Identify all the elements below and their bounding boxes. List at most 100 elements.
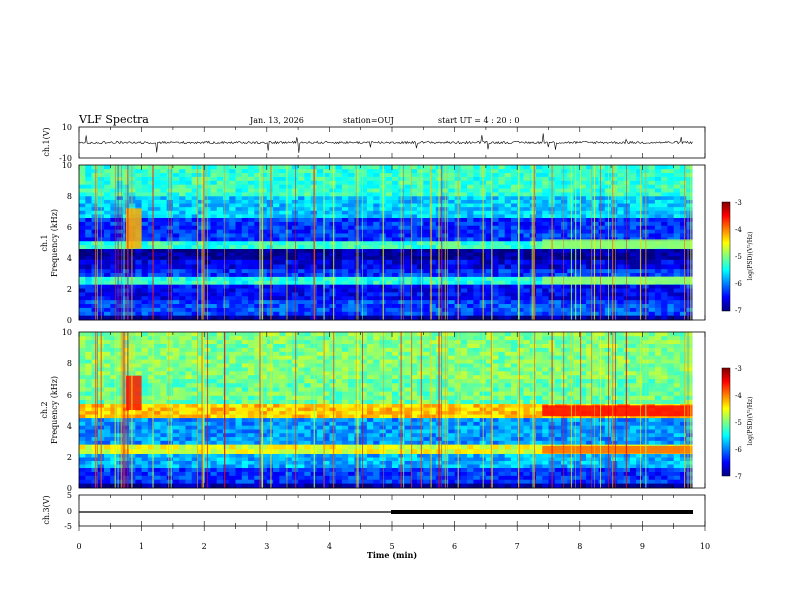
spectrogram-cell [611,210,618,215]
spectrogram-cell [316,248,324,253]
spectrogram-cell [460,192,468,197]
spectrogram-cell [404,225,412,230]
spectrogram-cell [617,248,624,253]
spectrogram-cell [567,272,574,277]
spectrogram-cell [423,188,430,193]
spectrogram-cell [535,248,543,253]
spectrogram-cell [235,292,243,297]
spectrogram-cell [197,311,205,316]
spectrogram-cell [329,299,336,305]
spectrogram-cell [485,168,493,174]
spectrogram-cell [617,259,624,265]
spectrogram-cell [360,203,368,208]
spectrogram-cell [586,268,593,274]
spectrogram-cell [423,467,430,472]
spectrogram-cell [604,299,612,305]
spectrogram-cell [254,284,261,289]
spectrogram-cell [586,196,593,200]
spectrogram-cell [579,217,587,222]
spectrogram-cell [579,180,587,185]
spectrogram-cell [504,180,512,185]
spectrogram-cell [241,272,249,277]
spectrogram-cell [460,259,468,265]
spectrogram-cell [254,176,261,181]
ch1-ytick-2: 2 [67,285,72,294]
spectrogram-cell [185,203,192,208]
spectrogram-cell [417,255,424,260]
spectrogram-cell [485,199,493,204]
spectrogram-cell [604,210,612,215]
spectrogram-cell [554,165,562,170]
spectrogram-cell [279,196,286,200]
spectrogram-cell [554,217,562,222]
spectrogram-cell [392,475,399,480]
spectrogram-cell [191,192,199,197]
spectrogram-cell [573,284,581,289]
spectrogram-cell [179,457,186,461]
spectrogram-cell [316,457,324,461]
spectrogram-cell [517,214,524,218]
spectrogram-cell [135,453,142,458]
spectrogram-cell [611,214,618,218]
spectrogram-cell [191,188,199,193]
spectrogram-cell [341,206,349,211]
spectrogram-cell [667,284,674,289]
spectrogram-cell [191,252,199,257]
spectrogram-cell [241,264,249,270]
spectrogram-cell [573,475,581,480]
ch1-ytick-top: 10 [62,123,72,132]
spectrogram-cell [210,248,218,253]
spectrogram-cell [404,457,412,461]
spectrogram-cell [529,206,537,211]
spectrogram-cell [110,467,117,472]
spectrogram-cell [629,295,637,301]
spectrogram-cell [473,199,480,204]
spectrogram-cell [85,203,92,208]
spectrogram-cell [85,471,92,476]
spectrogram-cell [229,225,236,230]
spectrogram-cell [323,229,330,234]
spectrogram-cell [216,255,224,260]
spectrogram-cell [404,206,412,211]
spectrogram-cell [567,233,574,238]
spectrogram-cell [316,453,324,458]
spectrogram-cell [323,188,330,193]
spectrogram-cell [285,248,293,253]
spectrogram-cell [273,252,280,257]
spectrogram-cell [197,165,205,170]
spectrogram-cell [667,264,674,270]
spectrogram-cell [241,276,249,281]
spectrogram-cell [617,479,624,484]
spectrogram-cell [216,288,224,293]
spectrogram-cell [654,206,662,211]
spectrogram-cell [366,229,374,234]
spectrogram-cell [598,299,606,305]
spectrogram-cell [485,475,493,480]
spectrogram-cell [266,272,274,277]
spectrogram-cell [654,225,662,230]
spectrogram-cell [492,244,499,249]
spectrogram-cell [604,464,612,469]
spectrogram-cell [366,233,374,238]
spectrogram-cell [379,449,387,454]
spectrogram-cell [423,233,430,238]
spectrogram-cell [535,180,543,185]
spectrogram-cell [360,483,368,489]
spectrogram-cell [348,217,355,222]
spectrogram-cell [679,168,687,174]
spectrogram-cell [191,460,199,465]
spectrogram-cell [554,467,562,472]
spectrogram-cell [554,272,562,277]
spectrogram-cell [91,264,99,270]
spectrogram-cell [542,199,549,204]
spectrogram-cell [291,259,299,265]
spectrogram-cell [222,252,230,257]
spectrogram-cell [291,221,299,226]
spectrogram-cell [241,244,249,249]
spectrogram-cell [529,214,537,218]
spectrogram-cell [116,292,124,297]
spectrogram-cell [611,165,618,170]
spectrogram-cell [273,180,280,185]
spectrogram-cell [629,192,637,197]
spectrogram-cell [241,311,249,316]
